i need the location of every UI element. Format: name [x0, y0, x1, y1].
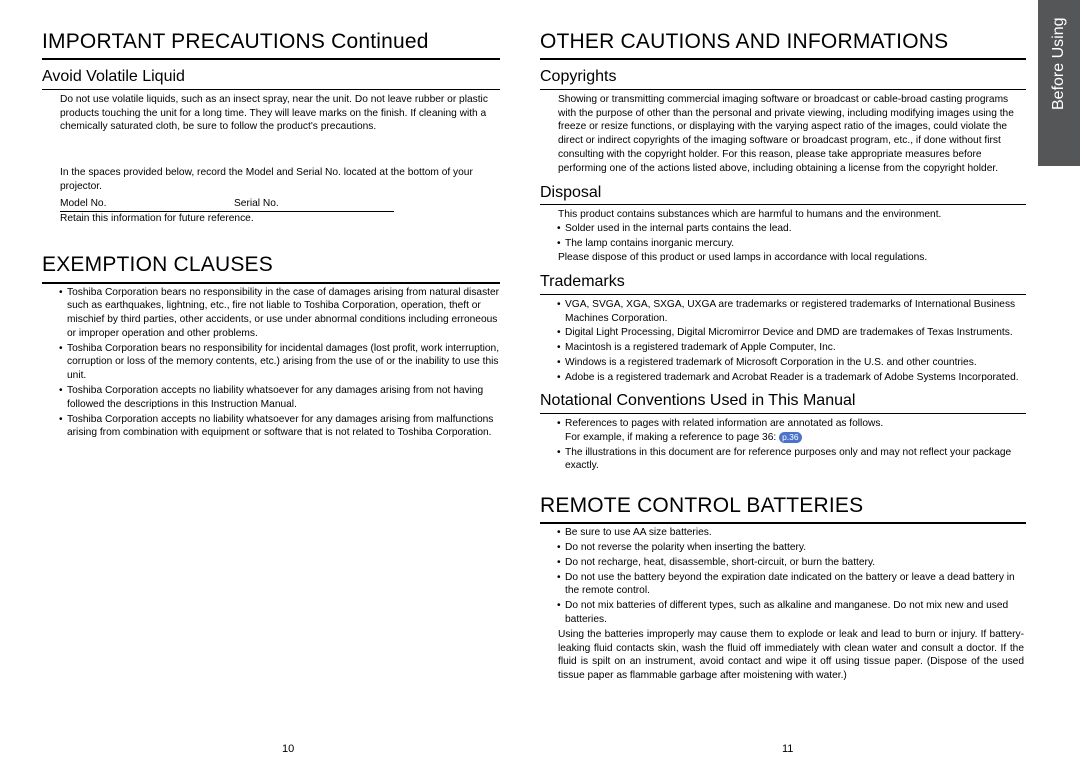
heading-remote-batteries: REMOTE CONTROL BATTERIES: [540, 492, 1026, 524]
list-item: Toshiba Corporation bears no responsibil…: [60, 286, 500, 341]
heading-exemption-clauses: EXEMPTION CLAUSES: [42, 251, 500, 283]
heading-precautions: IMPORTANT PRECAUTIONS Continued: [42, 28, 500, 60]
page-ref-badge: p.36: [779, 432, 802, 443]
heading-other-cautions: OTHER CAUTIONS AND INFORMATIONS: [540, 28, 1026, 60]
list-item: Do not use the battery beyond the expira…: [558, 571, 1026, 599]
serial-no-field: Serial No.: [234, 197, 394, 212]
list-item: Do not recharge, heat, disassemble, shor…: [558, 556, 1026, 570]
before-using-tab: Before Using: [1038, 0, 1080, 166]
list-item: Macintosh is a registered trademark of A…: [558, 341, 1026, 355]
notational-bullet-list: References to pages with related informa…: [540, 417, 1026, 473]
list-item: Solder used in the internal parts contai…: [558, 222, 1026, 236]
list-item: Be sure to use AA size batteries.: [558, 526, 1026, 540]
retain-info-text: Retain this information for future refer…: [42, 212, 500, 226]
list-item: Toshiba Corporation accepts no liability…: [60, 384, 500, 412]
list-item: Windows is a registered trademark of Mic…: [558, 356, 1026, 370]
notational-ref-text: References to pages with related informa…: [565, 418, 883, 429]
model-serial-row: Model No. Serial No.: [42, 197, 500, 212]
remote-bullet-list: Be sure to use AA size batteries.Do not …: [540, 526, 1026, 626]
record-model-serial-text: In the spaces provided below, record the…: [42, 166, 500, 194]
list-item: The illustrations in this document are f…: [558, 446, 1026, 474]
page-number-right: 11: [782, 742, 793, 757]
right-page: OTHER CAUTIONS AND INFORMATIONS Copyrigh…: [520, 0, 1038, 763]
subheading-copyrights: Copyrights: [540, 66, 1026, 90]
copyrights-text: Showing or transmitting commercial imagi…: [540, 93, 1026, 176]
disposal-footer-text: Please dispose of this product or used l…: [540, 251, 1026, 265]
list-item: References to pages with related informa…: [558, 417, 1026, 445]
left-page: IMPORTANT PRECAUTIONS Continued Avoid Vo…: [0, 0, 520, 763]
list-item: Toshiba Corporation bears no responsibil…: [60, 342, 500, 383]
list-item: Do not reverse the polarity when inserti…: [558, 541, 1026, 555]
subheading-notational: Notational Conventions Used in This Manu…: [540, 390, 1026, 414]
disposal-bullet-list: Solder used in the internal parts contai…: [540, 222, 1026, 251]
subheading-disposal: Disposal: [540, 182, 1026, 206]
subheading-trademarks: Trademarks: [540, 271, 1026, 295]
page-number-left: 10: [282, 742, 294, 757]
subheading-avoid-volatile: Avoid Volatile Liquid: [42, 66, 500, 90]
side-tab-column: Before Using: [1038, 0, 1080, 763]
list-item: Toshiba Corporation accepts no liability…: [60, 413, 500, 441]
model-no-field: Model No.: [60, 197, 234, 212]
list-item: Do not mix batteries of different types,…: [558, 599, 1026, 627]
page-spread: IMPORTANT PRECAUTIONS Continued Avoid Vo…: [0, 0, 1080, 763]
remote-footer-text: Using the batteries improperly may cause…: [540, 628, 1026, 683]
exemption-bullet-list: Toshiba Corporation bears no responsibil…: [42, 286, 500, 440]
disposal-text: This product contains substances which a…: [540, 208, 1026, 222]
list-item: Digital Light Processing, Digital Microm…: [558, 326, 1026, 340]
list-item: VGA, SVGA, XGA, SXGA, UXGA are trademark…: [558, 298, 1026, 326]
list-item: Adobe is a registered trademark and Acro…: [558, 371, 1026, 385]
avoid-volatile-text: Do not use volatile liquids, such as an …: [42, 93, 500, 134]
notational-example-text: For example, if making a reference to pa…: [565, 432, 776, 443]
trademarks-bullet-list: VGA, SVGA, XGA, SXGA, UXGA are trademark…: [540, 298, 1026, 385]
list-item: The lamp contains inorganic mercury.: [558, 237, 1026, 251]
